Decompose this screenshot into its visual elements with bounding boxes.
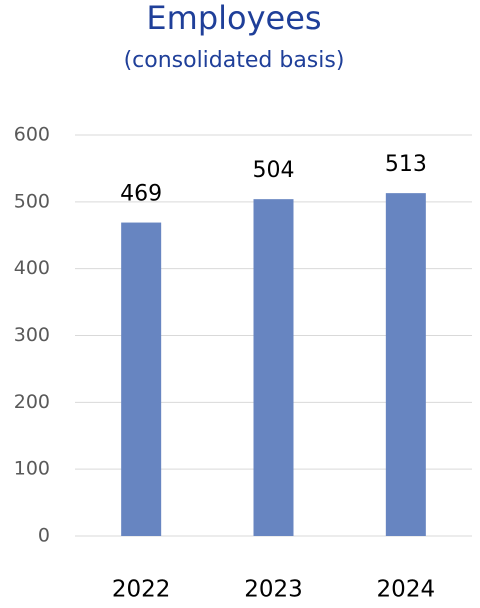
bar: [385, 193, 426, 536]
chart-title: Employees: [146, 0, 321, 37]
chart-subtitle: (consolidated basis): [124, 48, 345, 73]
bar: [121, 222, 162, 536]
y-tick-label: 300: [14, 324, 50, 346]
y-tick-label: 0: [38, 525, 50, 547]
y-tick-label: 200: [14, 391, 50, 413]
bar: [253, 199, 294, 536]
data-label: 513: [385, 152, 427, 177]
x-tick-label: 2022: [112, 577, 171, 603]
data-label: 469: [120, 182, 162, 207]
y-tick-label: 600: [14, 124, 50, 146]
y-tick-label: 500: [14, 190, 50, 212]
y-tick-label: 400: [14, 257, 50, 279]
data-label: 504: [253, 158, 295, 183]
x-tick-label: 2023: [244, 577, 303, 603]
x-tick-label: 2024: [377, 577, 436, 603]
y-tick-label: 100: [14, 458, 50, 480]
